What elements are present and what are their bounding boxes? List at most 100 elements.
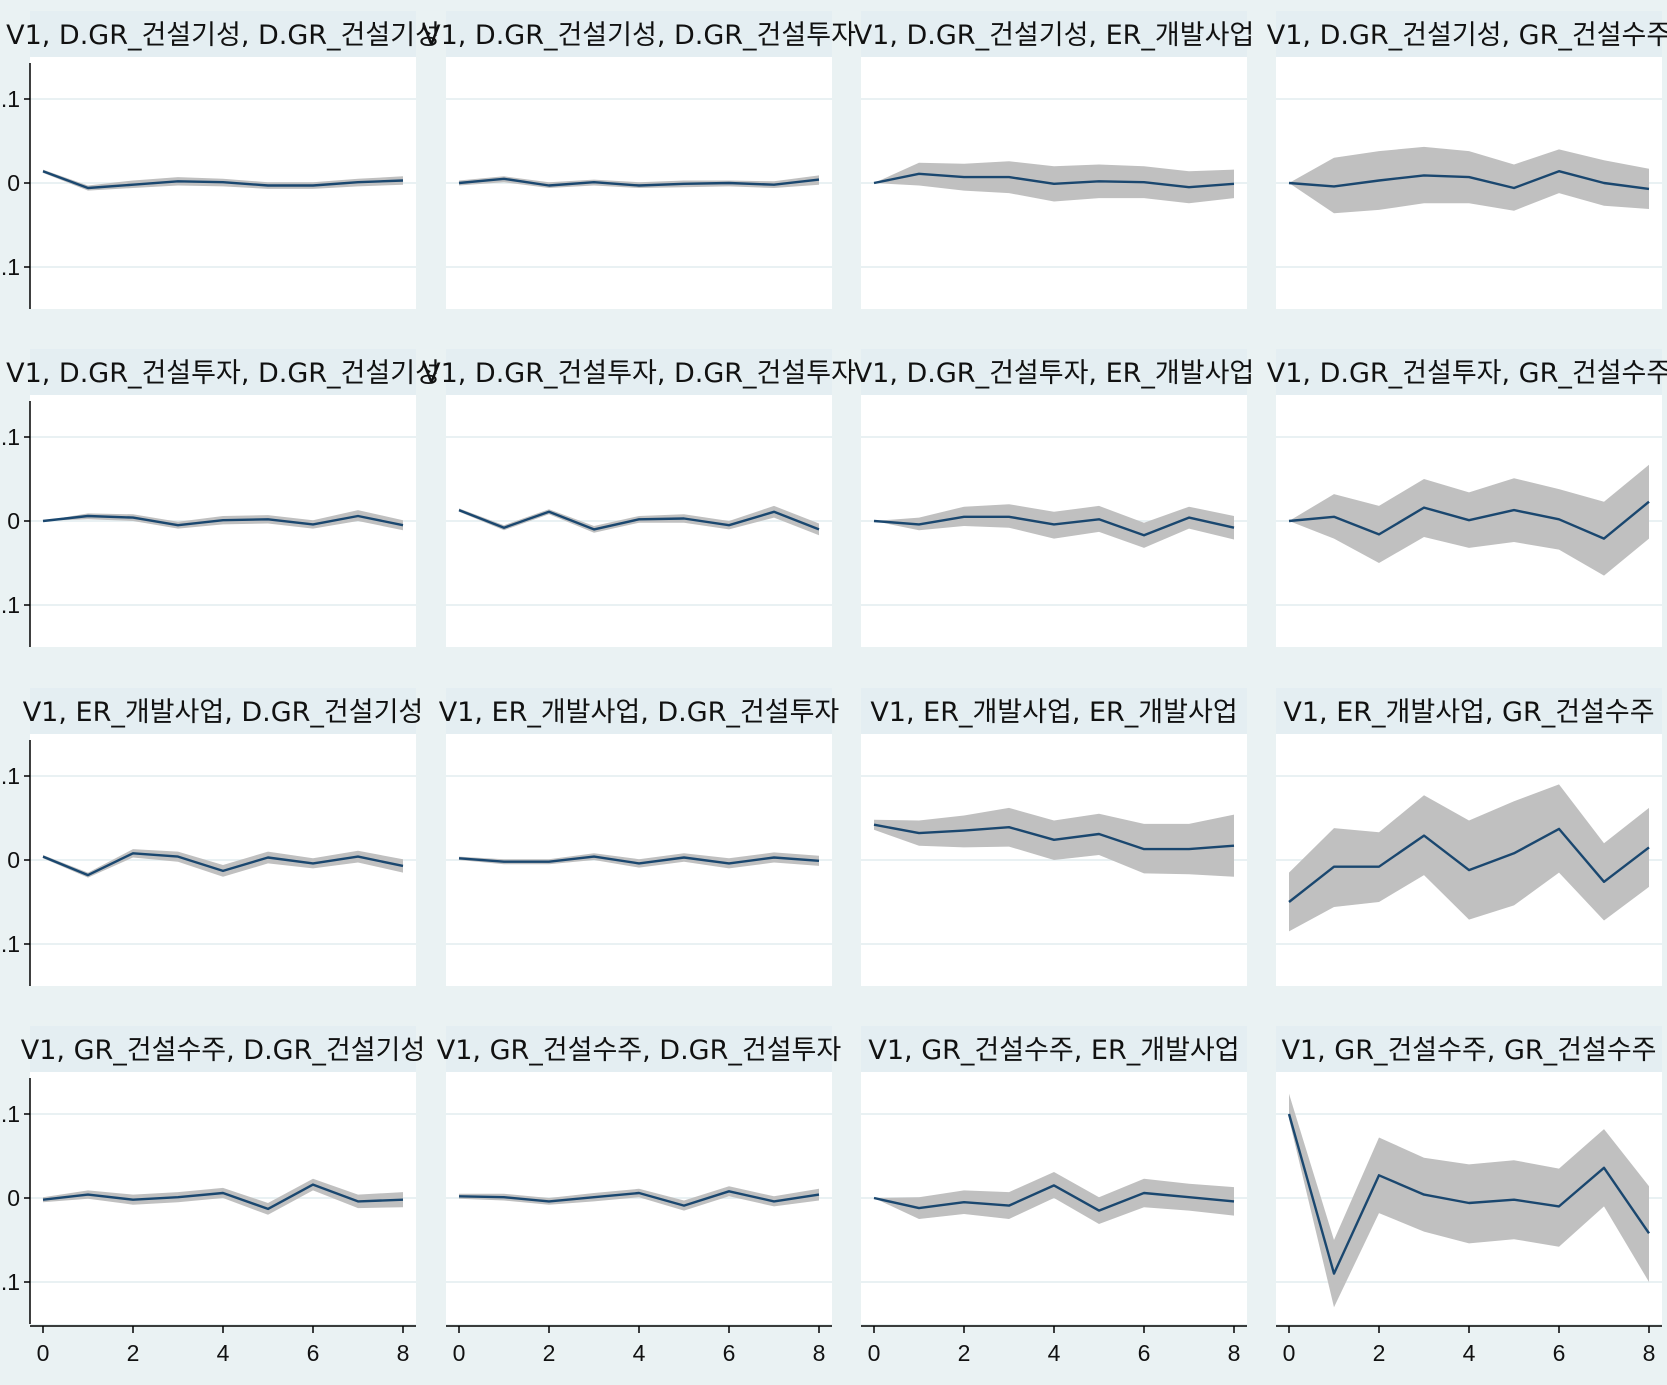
x-tick-label: 8 [1228, 1340, 1241, 1366]
x-axis-layer: 0 2 4 6 8 0 2 4 6 8 0 2 4 6 8 0 2 4 6 8 [30, 1325, 1662, 1366]
irf-panel: V1, ER_개발사업, D.GR_건설기성 [23, 688, 424, 986]
irf-panel: V1, D.GR_건설기성, ER_개발사업 [854, 11, 1255, 309]
irf-line [873, 1184, 1235, 1212]
ci-band [874, 1172, 1234, 1224]
irf-panel: V1, D.GR_건설투자, GR_건설수주 [1267, 349, 1667, 647]
irf-line [42, 170, 404, 190]
x-tick-label: 2 [127, 1340, 140, 1366]
irf-panel: V1, D.GR_건설투자, D.GR_건설기성 [6, 349, 440, 647]
ci-band [874, 161, 1234, 204]
panel-title: V1, D.GR_건설기성, D.GR_건설투자 [422, 20, 856, 51]
panel-title-strip [861, 11, 1247, 57]
panel-title: V1, GR_건설수주, D.GR_건설기성 [21, 1035, 425, 1066]
panel-title-strip [1276, 349, 1662, 395]
irf-line [1288, 827, 1650, 903]
y-tick-label: .1 [1, 254, 20, 280]
x-tick-label: 2 [543, 1340, 556, 1366]
irf-line [873, 823, 1235, 851]
x-tick-label: 6 [1553, 1340, 1566, 1366]
panel-title: V1, GR_건설수주, GR_건설수주 [1281, 1035, 1656, 1066]
x-tick-label: 8 [1643, 1340, 1656, 1366]
panel-title: V1, ER_개발사업, ER_개발사업 [870, 697, 1237, 728]
irf-panel: V1, D.GR_건설기성, D.GR_건설기성 [6, 11, 440, 309]
irf-line [458, 1190, 820, 1207]
panel-title-strip [446, 1026, 832, 1072]
panel-title-strip [30, 688, 416, 734]
y-tick-label: .1 [1, 592, 20, 618]
panel-title: V1, D.GR_건설투자, GR_건설수주 [1267, 358, 1667, 389]
irf-line [42, 852, 404, 877]
panel-title-strip [861, 1026, 1247, 1072]
irf-line [42, 1183, 404, 1211]
irf-line [873, 172, 1235, 189]
y-tick-label: .1 [1, 424, 20, 450]
panel-title: V1, GR_건설수주, D.GR_건설투자 [437, 1035, 842, 1066]
panel-title-strip [446, 349, 832, 395]
panel-title-strip [861, 349, 1247, 395]
x-tick-label: 4 [217, 1340, 230, 1366]
irf-panel: V1, ER_개발사업, D.GR_건설투자 [439, 688, 840, 986]
panel-title: V1, D.GR_건설투자, D.GR_건설투자 [422, 358, 856, 389]
irf-line [1288, 500, 1650, 540]
ci-band [1289, 784, 1649, 932]
x-tick-label: 6 [307, 1340, 320, 1366]
ci-band [43, 1178, 403, 1215]
x-tick-label: 0 [868, 1340, 881, 1366]
irf-panel: V1, D.GR_건설기성, GR_건설수주 [1267, 11, 1667, 309]
irf-panel: V1, ER_개발사업, GR_건설수주 [1276, 688, 1662, 986]
x-tick-label: 4 [633, 1340, 646, 1366]
panel-title-strip [1276, 11, 1662, 57]
x-tick-label: 6 [1138, 1340, 1151, 1366]
x-tick-label: 6 [723, 1340, 736, 1366]
ci-band [1289, 1093, 1649, 1308]
irf-line [873, 515, 1235, 537]
panel-title: V1, D.GR_건설기성, GR_건설수주 [1267, 20, 1667, 51]
panel-title: V1, ER_개발사업, D.GR_건설투자 [439, 697, 840, 728]
panel-title: V1, GR_건설수주, ER_개발사업 [868, 1035, 1239, 1066]
panel-title: V1, D.GR_건설기성, D.GR_건설기성 [6, 20, 440, 51]
irf-line [458, 177, 820, 187]
ci-band [1289, 146, 1649, 214]
x-tick-label: 0 [1283, 1340, 1296, 1366]
y-tick-label: .1 [1, 1269, 20, 1295]
panel-title-strip [1276, 688, 1662, 734]
x-tick-label: 0 [453, 1340, 466, 1366]
irf-panel: V1, D.GR_건설기성, D.GR_건설투자 [422, 11, 856, 309]
x-tick-label: 4 [1048, 1340, 1061, 1366]
x-tick-label: 8 [397, 1340, 410, 1366]
panel-title-strip [446, 11, 832, 57]
y-tick-label: 0 [7, 1185, 20, 1211]
panel-title: V1, D.GR_건설투자, D.GR_건설기성 [6, 358, 440, 389]
y-tick-label: .1 [1, 86, 20, 112]
ci-band [459, 505, 819, 536]
irf-line [1288, 169, 1650, 191]
x-tick-label: 8 [813, 1340, 826, 1366]
irf-line [458, 855, 820, 865]
x-tick-label: 2 [958, 1340, 971, 1366]
x-tick-label: 4 [1463, 1340, 1476, 1366]
irf-panel: V1, GR_건설수주, GR_건설수주 [1276, 1026, 1662, 1324]
irf-panel: V1, D.GR_건설투자, ER_개발사업 [854, 349, 1255, 647]
panel-title: V1, ER_개발사업, D.GR_건설기성 [23, 697, 424, 728]
irf-panel: V1, ER_개발사업, ER_개발사업 [861, 688, 1247, 986]
panel-title-strip [446, 688, 832, 734]
irf-line [1287, 1113, 1650, 1275]
irf-panel: V1, GR_건설수주, D.GR_건설기성 [21, 1026, 425, 1324]
x-tick-label: 2 [1373, 1340, 1386, 1366]
panel-title: V1, D.GR_건설기성, ER_개발사업 [854, 20, 1255, 51]
y-tick-label: 0 [7, 170, 20, 196]
y-tick-label: 0 [7, 847, 20, 873]
y-axis-layer: .1 0 .1 .1 0 .1 .1 0 .1 .1 0 .1 [1, 63, 31, 1324]
panel-title-strip [1276, 1026, 1662, 1072]
panel-title: V1, D.GR_건설투자, ER_개발사업 [854, 358, 1255, 389]
y-tick-label: .1 [1, 931, 20, 957]
panel-title-strip [30, 11, 416, 57]
ci-band [874, 504, 1234, 548]
panel-title-strip [30, 1026, 416, 1072]
x-tick-label: 0 [37, 1340, 50, 1366]
panel-title: V1, ER_개발사업, GR_건설수주 [1283, 697, 1654, 728]
y-tick-label: 0 [7, 508, 20, 534]
ci-band [43, 849, 403, 878]
